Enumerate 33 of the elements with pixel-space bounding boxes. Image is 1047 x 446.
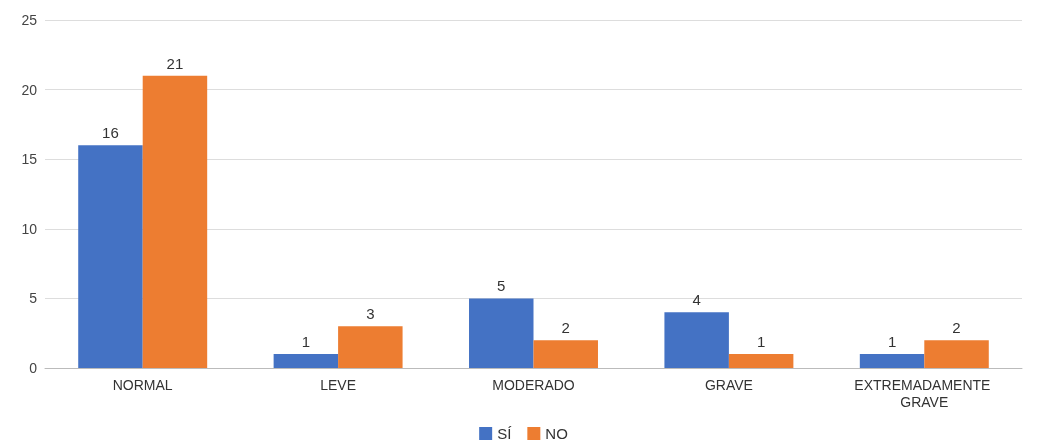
data-label: 21 xyxy=(166,54,184,72)
bar xyxy=(664,312,729,368)
x-tick-label: MODERADO xyxy=(492,376,575,393)
x-tick-label: NORMAL xyxy=(112,376,173,393)
legend-label: SÍ xyxy=(497,425,513,442)
data-label: 1 xyxy=(887,333,897,351)
y-tick-label: 0 xyxy=(29,360,38,376)
bar xyxy=(859,354,925,368)
bar xyxy=(338,326,403,368)
bar xyxy=(78,145,143,368)
data-label: 4 xyxy=(692,291,701,309)
data-label: 1 xyxy=(756,333,766,351)
data-label: 3 xyxy=(366,305,375,323)
bar xyxy=(728,354,794,368)
bar xyxy=(142,75,208,368)
data-label: 1 xyxy=(301,333,311,351)
legend-label: NO xyxy=(545,425,568,442)
data-label: 2 xyxy=(561,319,570,337)
x-tick-label: EXTREMADAMENTE GRAVE xyxy=(854,376,995,410)
x-tick-label: LEVE xyxy=(320,376,357,393)
data-label: 2 xyxy=(952,319,961,337)
y-tick-label: 25 xyxy=(21,12,38,28)
y-tick-label: 15 xyxy=(21,151,38,168)
bar xyxy=(533,340,598,368)
y-tick-label: 5 xyxy=(29,290,38,307)
data-label: 16 xyxy=(102,124,119,142)
bar xyxy=(469,298,534,368)
bar xyxy=(924,340,989,368)
y-tick-label: 10 xyxy=(21,220,38,237)
y-tick-label: 20 xyxy=(21,81,38,98)
data-label: 5 xyxy=(497,277,506,295)
x-tick-label: GRAVE xyxy=(704,376,753,393)
bar xyxy=(273,354,339,368)
